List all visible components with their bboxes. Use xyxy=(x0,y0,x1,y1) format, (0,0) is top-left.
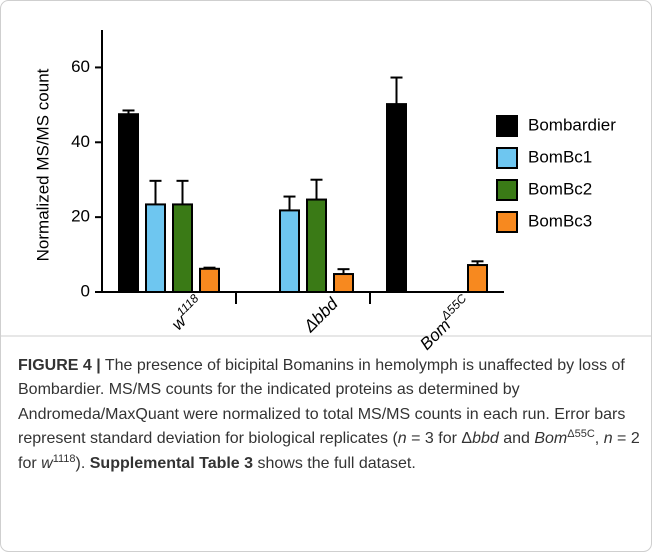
x-tick-label: BomΔ55C xyxy=(414,291,477,354)
caption-text: n xyxy=(603,430,613,448)
legend-swatch xyxy=(496,179,518,201)
caption-text: FIGURE 4 | xyxy=(18,357,101,374)
y-axis-label: Normalized MS/MS count xyxy=(33,68,52,261)
bar xyxy=(172,203,193,293)
x-tick-label: w1118 xyxy=(165,291,208,334)
y-tick-label: 40 xyxy=(71,132,90,151)
bar xyxy=(118,113,139,294)
caption-text: n xyxy=(397,430,407,448)
caption-text: Bom xyxy=(534,430,568,448)
caption-text: = 2 for xyxy=(18,430,640,472)
legend-label: BomBc2 xyxy=(528,179,592,198)
legend-label: BomBc1 xyxy=(528,147,592,166)
x-tick-label: Δbbd xyxy=(300,294,343,337)
x-tick-label-base: Δbbd xyxy=(300,294,343,337)
y-tick-label: 60 xyxy=(71,57,90,76)
bar xyxy=(333,273,354,293)
caption-text: , xyxy=(594,430,604,448)
caption: FIGURE 4 | The presence of bicipital Bom… xyxy=(18,354,640,476)
caption-text: = 3 for Δ xyxy=(406,430,473,448)
caption-text: Supplemental Table 3 xyxy=(89,454,254,472)
legend-label: BomBc3 xyxy=(528,211,592,230)
y-tick-label: 20 xyxy=(71,207,90,226)
bar xyxy=(386,103,407,294)
legend-label: Bombardier xyxy=(528,115,616,134)
legend-swatch xyxy=(496,147,518,169)
caption-text: bbd xyxy=(472,430,499,448)
caption-text: and xyxy=(498,430,535,448)
caption-text: ). xyxy=(75,454,90,472)
caption-text: The presence of bicipital Bomanins in he… xyxy=(18,357,626,448)
bar xyxy=(306,198,327,293)
legend-swatch xyxy=(496,115,518,137)
caption-text: shows the full dataset. xyxy=(253,454,416,472)
caption-text: 1118 xyxy=(52,452,76,465)
bar xyxy=(145,203,166,293)
legend-swatch xyxy=(496,211,518,233)
caption-text: w xyxy=(41,454,53,472)
bar xyxy=(199,267,220,293)
bar xyxy=(467,264,488,293)
bar xyxy=(279,209,300,293)
y-tick-label: 0 xyxy=(81,281,90,300)
caption-text: Δ55C xyxy=(567,428,595,441)
